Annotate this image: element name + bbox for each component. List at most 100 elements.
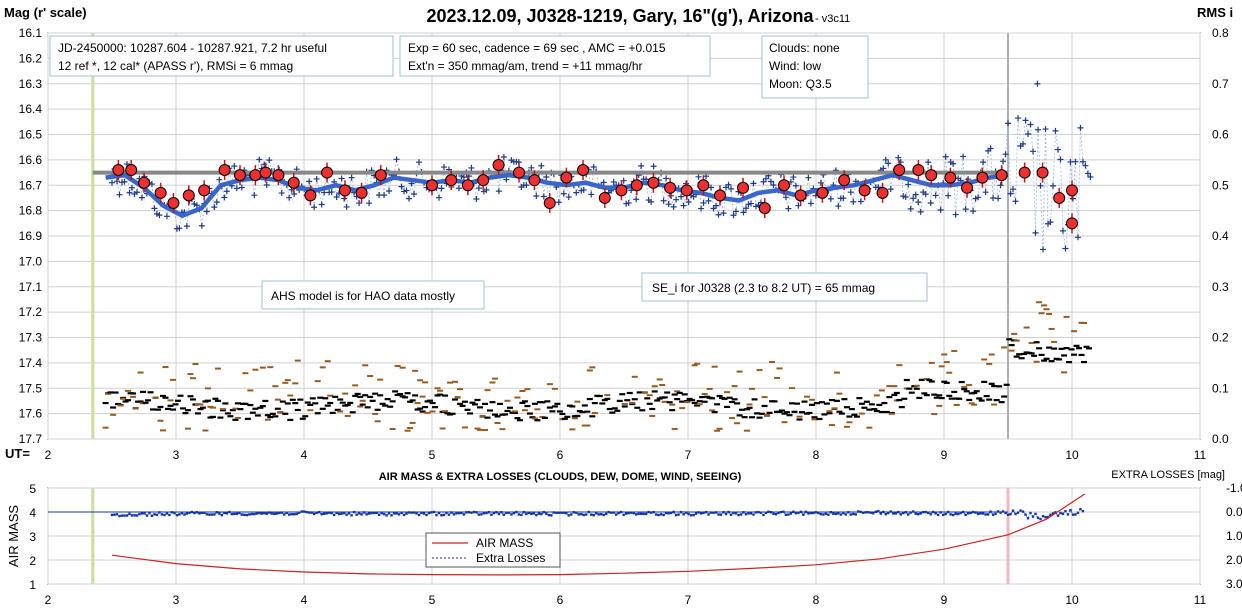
extra-losses-point [233, 512, 236, 516]
extra-losses-point [789, 512, 793, 515]
extra-losses-point [405, 512, 408, 515]
extra-losses-point [797, 511, 800, 515]
extra-losses-point [195, 511, 199, 514]
extra-losses-point [799, 510, 803, 514]
extra-losses-point [709, 511, 713, 514]
extra-losses-point [742, 511, 745, 514]
raw-point [116, 191, 123, 198]
extra-losses-point [178, 513, 181, 516]
extra-losses-point [490, 513, 493, 516]
extra-losses-point [502, 513, 506, 516]
extra-losses-point [936, 513, 940, 517]
y2-axis-label-top: RMS i [1197, 5, 1233, 20]
y-tick-label: 17.2 [19, 305, 43, 319]
raw-point [156, 212, 163, 219]
extra-losses-point [532, 512, 536, 515]
extra-losses-point [283, 513, 286, 516]
extra-losses-point [350, 514, 353, 517]
extra-losses-point [370, 511, 373, 515]
y2-tick-label: 0.3 [1212, 280, 1229, 294]
extra-losses-point [944, 512, 947, 516]
raw-point [1069, 195, 1076, 202]
extra-losses-point [784, 513, 788, 517]
y-tick-label: 16.5 [19, 128, 43, 142]
extra-losses-point [844, 513, 848, 516]
extra-losses-point [787, 513, 790, 516]
binned-point [477, 174, 490, 187]
extra-losses-point [912, 510, 915, 513]
extra-losses-point [692, 513, 695, 517]
extra-losses-point [510, 513, 513, 516]
extra-losses-point [205, 513, 209, 516]
raw-point [113, 178, 120, 185]
extra-losses-point [832, 512, 835, 515]
extra-losses-point [1069, 508, 1072, 512]
extra-losses-point [989, 510, 992, 513]
raw-point [952, 211, 959, 218]
extra-losses-point [312, 512, 316, 516]
extra-losses-point [779, 510, 783, 514]
binned-point [167, 197, 180, 210]
extra-losses-point [857, 510, 860, 513]
extra-losses-point [557, 511, 560, 514]
extra-losses-point [248, 513, 251, 516]
extra-losses-point [624, 512, 628, 515]
binned-point [287, 176, 300, 189]
extra-losses-point [627, 511, 630, 515]
extra-losses-point [984, 513, 987, 516]
extra-losses-point [717, 513, 720, 516]
extra-losses-point [764, 511, 768, 515]
extra-losses-point [877, 510, 880, 513]
raw-point [840, 195, 847, 202]
extra-losses-point [437, 511, 441, 515]
raw-point [668, 192, 675, 199]
raw-point [318, 201, 325, 208]
binned-point [560, 171, 573, 184]
extra-losses-point [258, 511, 261, 515]
binned-point [697, 179, 710, 192]
extra-losses-point [447, 513, 451, 516]
raw-point [238, 184, 245, 191]
binned-point [995, 169, 1008, 182]
extra-losses-point [305, 510, 308, 514]
extra-losses-point [904, 511, 907, 514]
raw-point [850, 198, 857, 205]
extra-losses-point [520, 513, 523, 517]
extra-losses-point [230, 512, 234, 516]
extra-losses-point [288, 513, 291, 516]
extra-losses-point [175, 513, 179, 517]
wind-text: Wind: low [769, 59, 821, 73]
binned-point [647, 176, 660, 189]
extra-losses-point [158, 511, 161, 514]
raw-point [760, 178, 767, 185]
extra-losses-point [1041, 514, 1045, 518]
raw-point [338, 175, 345, 182]
raw-point [922, 191, 929, 198]
extra-losses-point [183, 513, 186, 516]
extra-losses-point [1014, 512, 1017, 516]
raw-point [1059, 227, 1066, 234]
extra-losses-point [637, 512, 640, 516]
extra-losses-point [395, 512, 398, 515]
raw-point [266, 157, 273, 164]
extra-losses-point [847, 511, 850, 514]
raw-point [638, 162, 645, 169]
raw-point [411, 191, 418, 198]
se-note-box [641, 272, 928, 302]
extra-losses-point [382, 512, 386, 516]
raw-point [795, 202, 802, 209]
air-mass-curve [111, 493, 1086, 576]
raw-point [698, 205, 705, 212]
extra-losses-point [133, 514, 136, 517]
extra-losses-point [689, 514, 693, 517]
y-tick-label: 17.1 [19, 280, 43, 294]
extra-losses-point [1071, 513, 1075, 516]
chart-title: 2023.12.09, J0328-1219, Gary, 16"(g'), A… [426, 6, 814, 26]
extra-losses-point [278, 511, 281, 515]
raw-point [665, 201, 672, 208]
y2-tick-label: 0.6 [1212, 128, 1229, 142]
raw-point [393, 156, 400, 163]
extra-losses-point [622, 513, 625, 517]
y-axis-label-top: Mag (r' scale) [4, 5, 87, 20]
y-tick-label: 17.0 [19, 254, 43, 268]
